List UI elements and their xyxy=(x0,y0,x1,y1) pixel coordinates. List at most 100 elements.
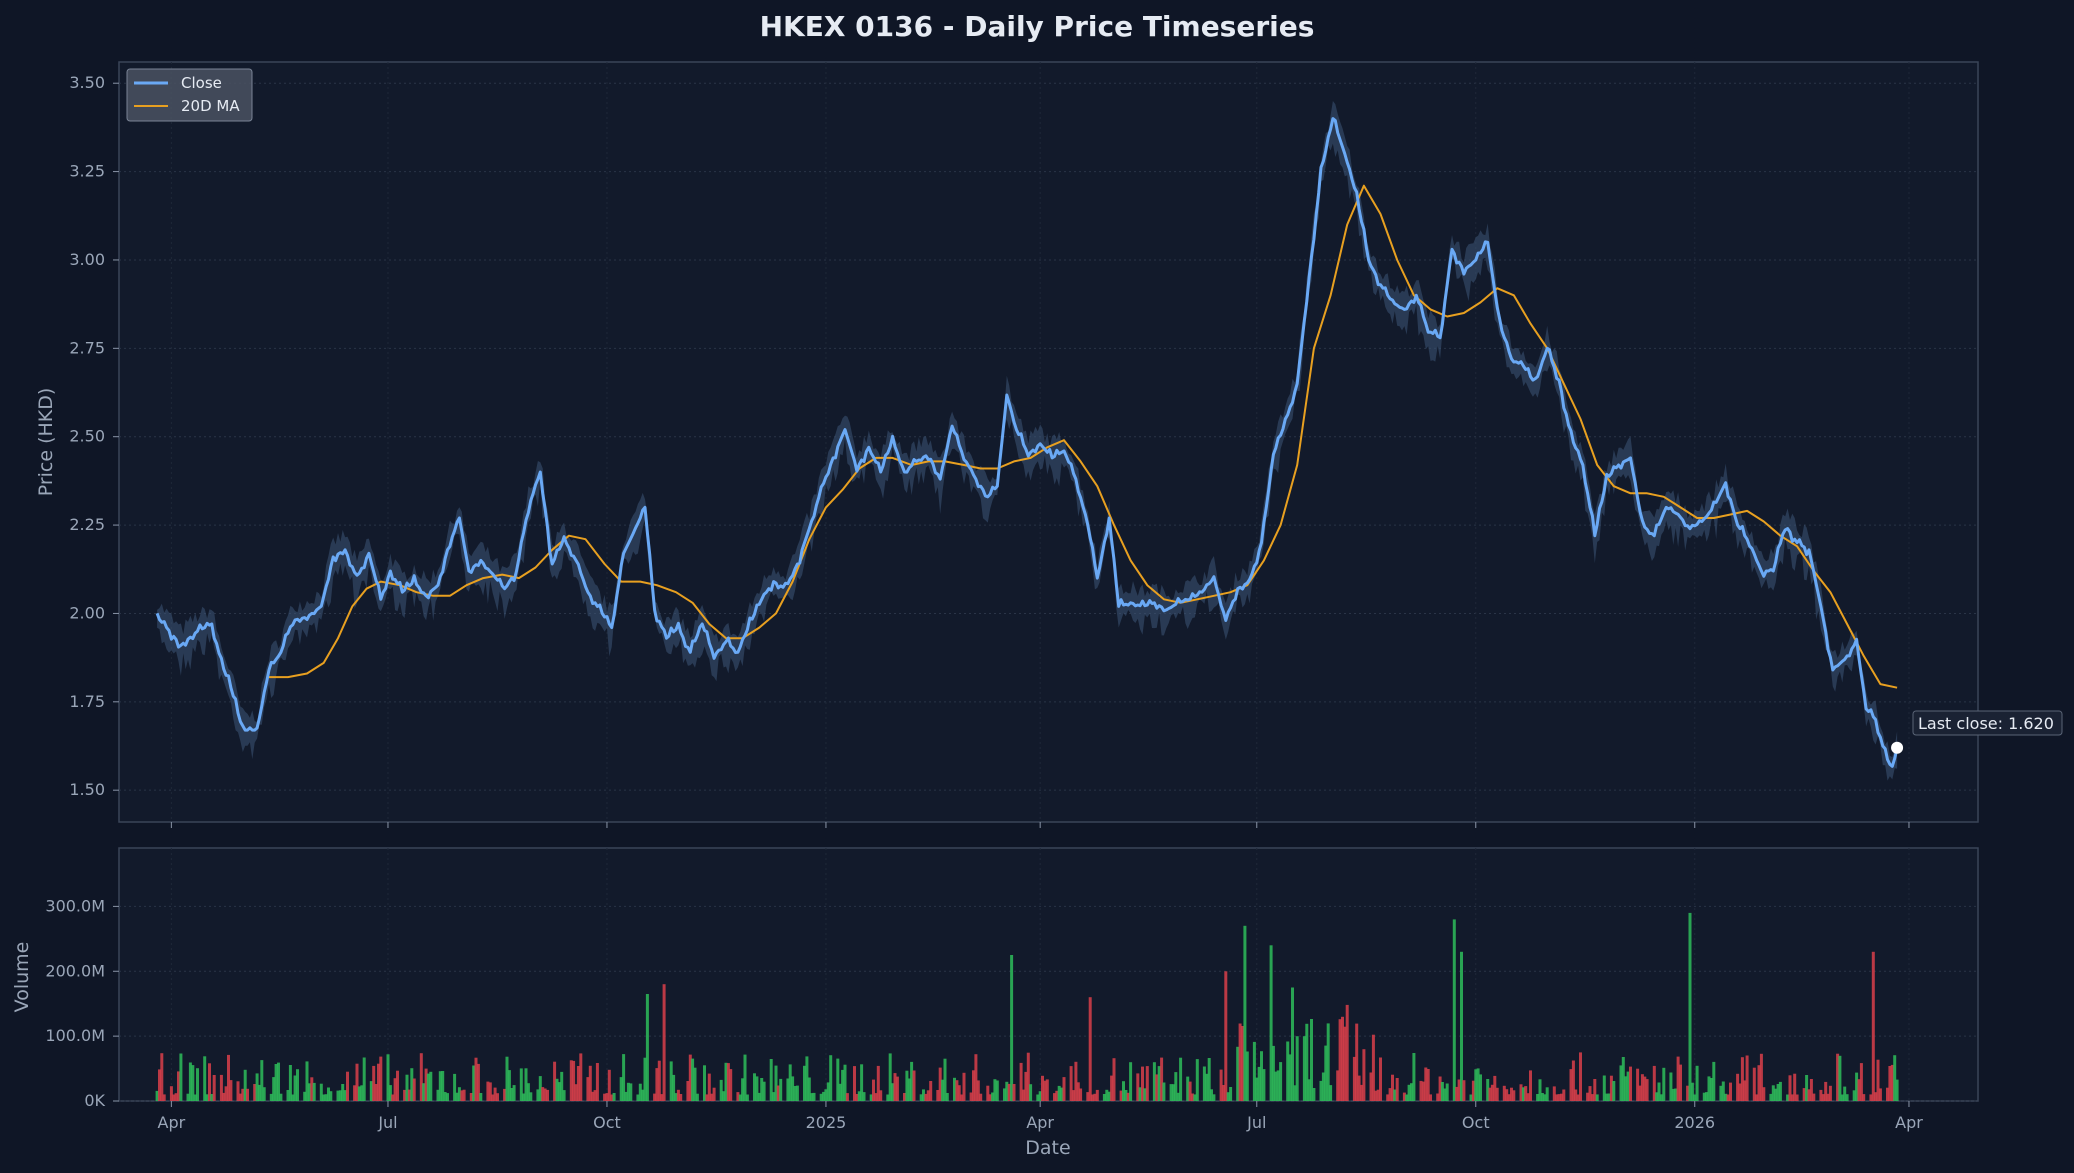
volume-bar xyxy=(243,1069,247,1101)
volume-bar xyxy=(1226,1092,1230,1101)
volume-bar xyxy=(1412,1053,1416,1101)
x-tick-label: Apr xyxy=(1895,1113,1923,1132)
volume-bar xyxy=(1486,1079,1490,1101)
volume-bar xyxy=(238,1093,242,1101)
volume-bar xyxy=(1157,1066,1161,1101)
volume-bar xyxy=(1462,1080,1466,1101)
volume-bar xyxy=(836,1058,840,1101)
volume-bar xyxy=(1888,1066,1892,1101)
volume-bar xyxy=(479,1093,483,1101)
volume-bar xyxy=(1186,1076,1190,1101)
volume-bar xyxy=(986,1085,990,1101)
volume-bar xyxy=(1024,1071,1028,1101)
volume-bar xyxy=(1807,1089,1811,1101)
volume-bar xyxy=(1795,1094,1799,1101)
volume-bar xyxy=(1079,1088,1083,1101)
volume-bar xyxy=(1602,1075,1606,1101)
volume-bar xyxy=(929,1081,933,1101)
volume-bar xyxy=(1074,1061,1078,1101)
volume-bar xyxy=(1238,1023,1242,1101)
volume-bar xyxy=(1191,1093,1194,1101)
volume-bar xyxy=(691,1058,695,1101)
volume-bar xyxy=(1469,1094,1473,1101)
volume-bar xyxy=(586,1077,590,1101)
volume-bar xyxy=(1776,1084,1780,1101)
price-tick-label: 1.50 xyxy=(69,780,105,799)
volume-bar xyxy=(288,1065,292,1101)
volume-bar xyxy=(396,1070,399,1101)
volume-bar xyxy=(1840,1094,1844,1101)
volume-bar xyxy=(791,1076,795,1101)
volume-bar xyxy=(1493,1075,1497,1101)
volume-bar xyxy=(1886,1087,1889,1101)
volume-bar xyxy=(1436,1093,1440,1101)
volume-bar xyxy=(695,1093,699,1101)
price-tick-label: 3.00 xyxy=(69,250,105,269)
volume-bar xyxy=(160,1053,164,1101)
volume-bar xyxy=(1069,1066,1073,1101)
volume-bar xyxy=(591,1091,595,1101)
volume-bar xyxy=(991,1092,995,1101)
volume-bar xyxy=(1655,1092,1659,1101)
x-tick-label: 2026 xyxy=(1674,1113,1715,1132)
volume-bar xyxy=(1890,1064,1894,1101)
volume-bar xyxy=(976,1080,980,1101)
volume-bar xyxy=(372,1065,376,1101)
volume-bar xyxy=(1869,1094,1873,1101)
volume-bar xyxy=(305,1061,309,1101)
volume-bar xyxy=(607,1069,611,1101)
volume-bar xyxy=(279,1093,283,1101)
volume-bar xyxy=(172,1094,176,1101)
volume-bar xyxy=(1419,1080,1423,1101)
volume-bar xyxy=(919,1094,923,1101)
volume-bar xyxy=(441,1071,445,1101)
volume-tick-label: 200.0M xyxy=(45,961,105,980)
volume-bar xyxy=(1426,1069,1430,1101)
volume-bar xyxy=(669,1061,673,1101)
price-tick-label: 1.75 xyxy=(69,692,105,711)
volume-bar xyxy=(1586,1092,1590,1101)
volume-bar xyxy=(1636,1068,1640,1101)
volume-bar xyxy=(1878,1088,1882,1101)
volume-tick-label: 0K xyxy=(84,1091,105,1110)
close-line xyxy=(155,117,1899,768)
volume-bar xyxy=(1805,1075,1809,1101)
volume-bar xyxy=(1321,1072,1325,1101)
volume-bar xyxy=(1674,1088,1678,1101)
volume-bar xyxy=(624,1091,628,1101)
volume-bar xyxy=(1588,1086,1592,1101)
volume-bar xyxy=(855,1094,859,1101)
volume-bar xyxy=(795,1085,799,1101)
volume-bar xyxy=(1569,1069,1573,1101)
price-tick-label: 3.25 xyxy=(69,162,105,181)
volume-bar xyxy=(191,1065,195,1101)
volume-bar xyxy=(1895,1079,1899,1101)
volume-bar xyxy=(1122,1081,1125,1101)
volume-bar xyxy=(155,1090,159,1101)
volume-bar xyxy=(1712,1061,1716,1101)
volume-bar xyxy=(1643,1076,1647,1101)
volume-bar xyxy=(960,1094,964,1101)
volume-bar xyxy=(1105,1089,1109,1101)
volume-bar xyxy=(1552,1086,1556,1101)
volume-bar xyxy=(703,1065,706,1101)
volume-bar xyxy=(1774,1088,1778,1101)
volume-bar xyxy=(1022,1089,1025,1101)
volume-bar xyxy=(253,1084,257,1101)
price-tick-label: 2.75 xyxy=(69,338,105,357)
volume-bar xyxy=(205,1094,209,1101)
volume-bar xyxy=(1310,1019,1313,1101)
volume-bar xyxy=(822,1091,826,1101)
volume-bar xyxy=(1507,1094,1511,1101)
volume-bar xyxy=(1145,1066,1149,1101)
volume-bar xyxy=(1212,1094,1216,1101)
volume-bar xyxy=(593,1090,597,1101)
volume-bar xyxy=(1762,1087,1766,1101)
volume-bar xyxy=(1210,1089,1213,1101)
volume-bar xyxy=(296,1069,299,1101)
volume-bar xyxy=(469,1093,473,1101)
volume-bar xyxy=(1379,1057,1382,1101)
volume-bar xyxy=(972,1070,975,1101)
x-tick-label: Oct xyxy=(593,1113,621,1132)
volume-bar xyxy=(1843,1086,1847,1101)
